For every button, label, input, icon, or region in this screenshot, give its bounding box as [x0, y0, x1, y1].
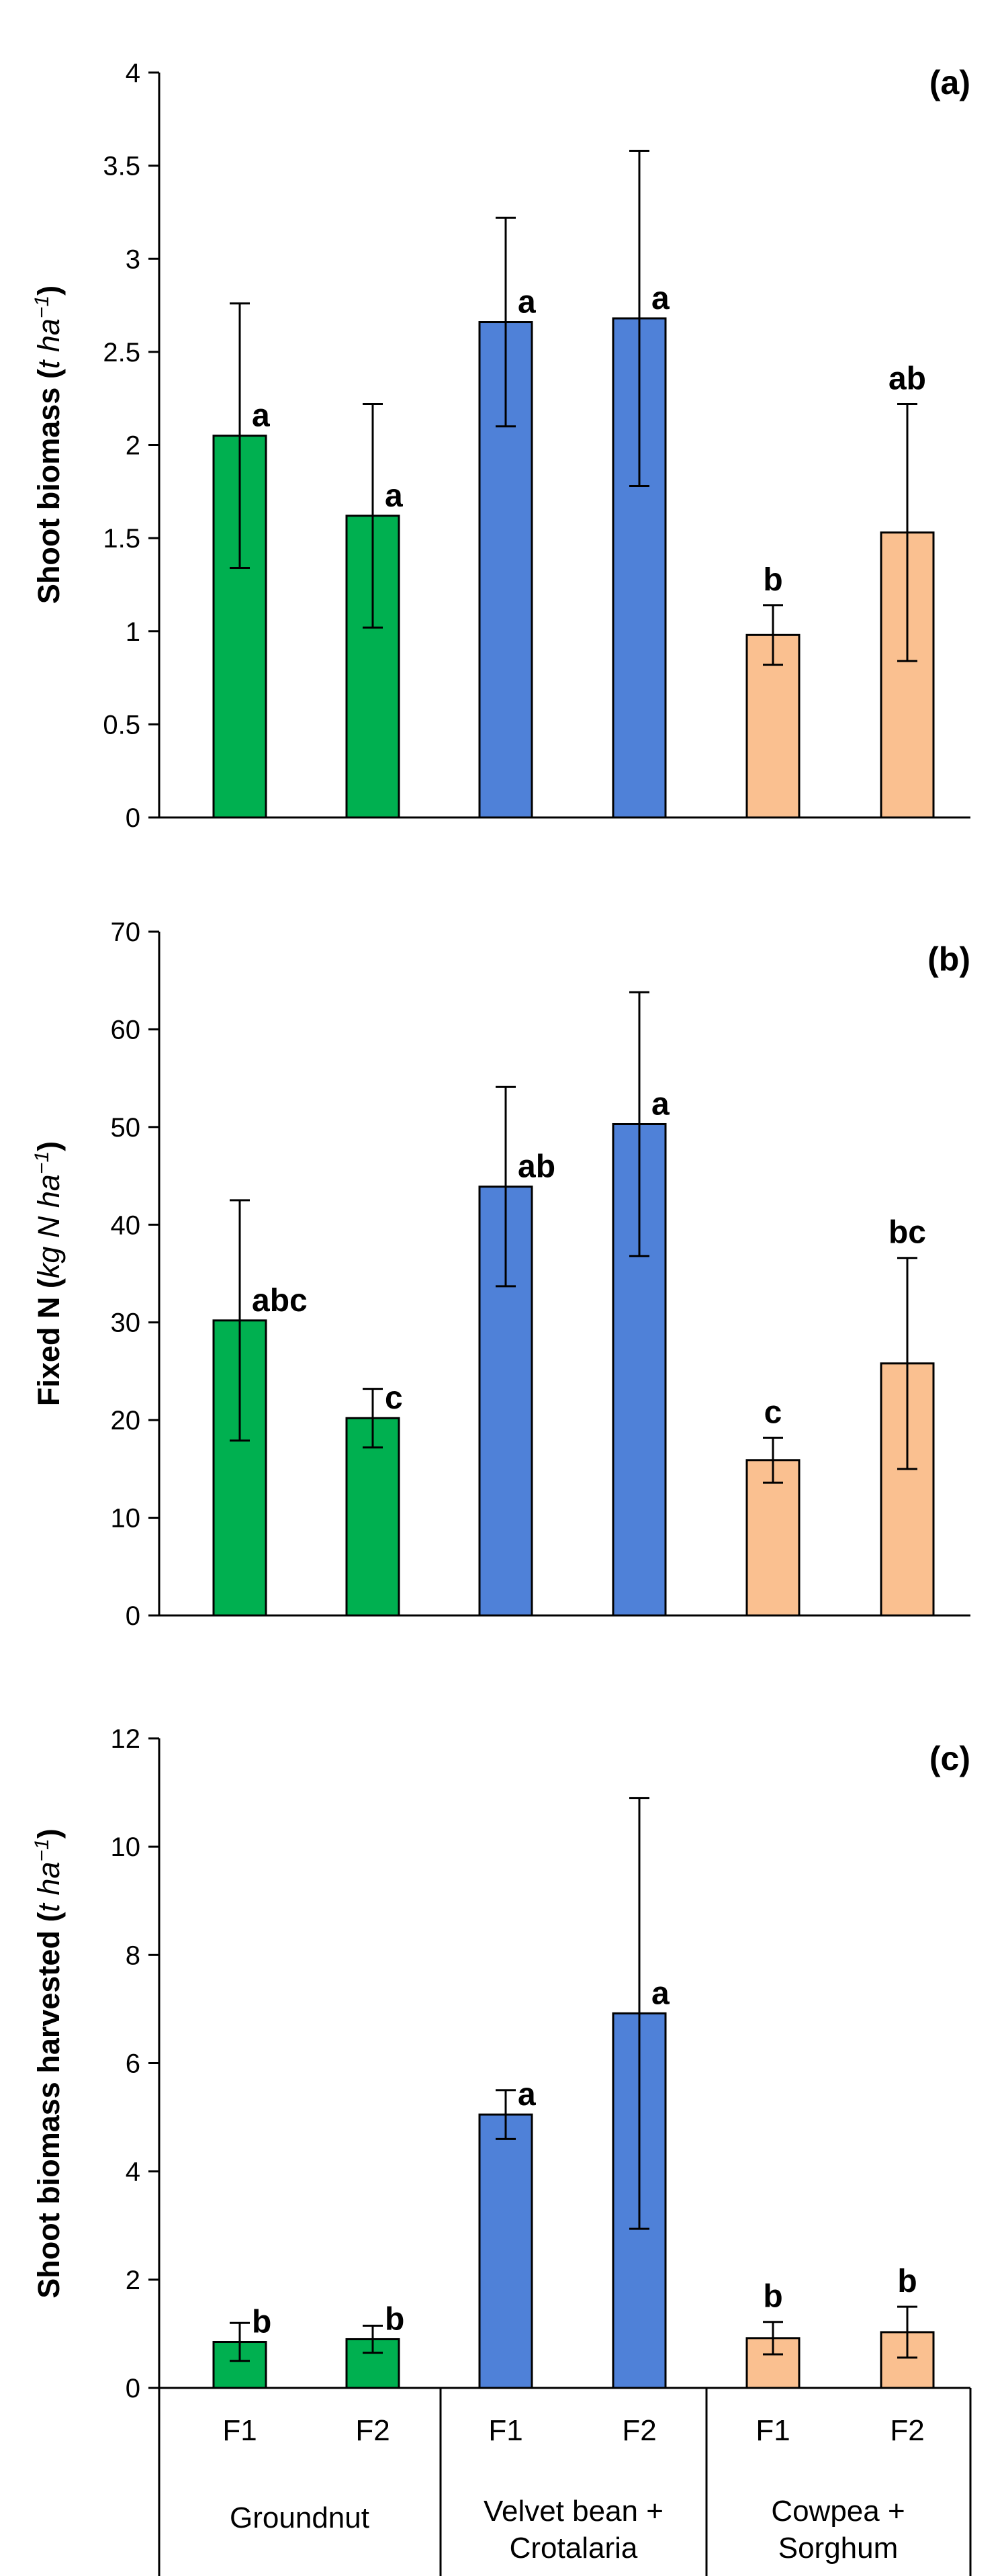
significance-letter: b — [897, 2264, 917, 2299]
bar-4 — [612, 317, 667, 819]
significance-letter: a — [385, 478, 403, 514]
significance-letter: a — [518, 2077, 536, 2113]
y-tick-label: 70 — [111, 918, 141, 947]
y-tick-label: 8 — [126, 1941, 140, 1970]
y-tick-label: 2.5 — [103, 338, 140, 367]
y-tick-label: 1 — [126, 617, 140, 647]
y-tick-label: 4 — [126, 58, 140, 88]
y-tick-label: 3.5 — [103, 152, 140, 181]
significance-letter: a — [651, 1975, 670, 2011]
group-label: Cowpea + — [771, 2495, 905, 2528]
y-tick-label: 10 — [111, 1832, 141, 1862]
y-axis-title: Shoot biomass (t ha−1) — [31, 285, 66, 604]
x-tick-label: F2 — [355, 2414, 390, 2447]
x-tick-label: F1 — [756, 2414, 790, 2447]
category-axis: F1 F2 F1 F2 F1 F2 Groundnut Velvet bean + Crotal… — [158, 2388, 972, 2576]
group-label: Crotalaria — [510, 2532, 638, 2565]
y-tick-label: 0.5 — [103, 710, 140, 740]
significance-letter: ab — [518, 1149, 555, 1185]
y-tick-label: 10 — [111, 1504, 141, 1534]
y-axis-title: Fixed N (kg N ha−1) — [31, 1141, 66, 1406]
y-tick-label: 30 — [111, 1308, 141, 1338]
bar-2 — [345, 1417, 400, 1617]
x-tick-label: F2 — [622, 2414, 656, 2447]
y-tick-label: 3 — [126, 245, 140, 274]
significance-letter: b — [385, 2301, 404, 2337]
y-tick-label: 1.5 — [103, 524, 140, 553]
significance-letter: a — [518, 285, 536, 320]
significance-letter: c — [764, 1394, 782, 1430]
significance-letter: bc — [888, 1215, 926, 1251]
y-tick-label: 0 — [126, 803, 140, 833]
y-tick-label: 50 — [111, 1113, 141, 1143]
significance-letter: abc — [252, 1283, 308, 1319]
x-tick-label: F1 — [488, 2414, 522, 2447]
y-tick-label: 60 — [111, 1015, 141, 1045]
y-tick-label: 6 — [126, 2049, 140, 2079]
significance-letter: ab — [888, 361, 926, 397]
significance-letter: a — [651, 1086, 670, 1122]
significance-letter: a — [651, 281, 670, 316]
panel-label: (a) — [929, 64, 970, 101]
significance-letter: b — [763, 2279, 782, 2315]
significance-letter: c — [385, 1380, 403, 1416]
significance-letter: b — [252, 2305, 271, 2340]
y-tick-label: 0 — [126, 2374, 140, 2403]
panel-label: (b) — [927, 940, 970, 978]
significance-letter: b — [763, 562, 782, 598]
chart-panel-c: 0 2 4 6 8 10 12 Shoot biomass harvested (t ha−1… — [31, 1724, 970, 2403]
x-tick-label: F1 — [222, 2414, 257, 2447]
panel-label: (c) — [929, 1740, 970, 1777]
y-tick-label: 0 — [126, 1601, 140, 1631]
group-label: Groundnut — [230, 2501, 369, 2534]
bar-5 — [745, 633, 801, 819]
y-tick-label: 40 — [111, 1210, 141, 1240]
y-tick-label: 2 — [126, 431, 140, 461]
y-tick-label: 2 — [126, 2266, 140, 2295]
x-tick-label: F2 — [890, 2414, 924, 2447]
significance-letter: a — [252, 398, 270, 434]
bar-3 — [478, 2113, 533, 2389]
chart-panel-a: 0 0.5 1 1.5 2 2.5 3 3.5 4 Shoot biomass (t ha−1) (… — [31, 58, 970, 833]
group-label: Sorghum — [778, 2532, 899, 2565]
y-tick-label: 4 — [126, 2158, 140, 2187]
y-axis-title: Shoot biomass harvested (t ha−1) — [31, 1828, 66, 2298]
y-tick-label: 20 — [111, 1406, 141, 1435]
group-label: Velvet bean + — [484, 2495, 664, 2528]
y-tick-label: 12 — [111, 1724, 141, 1754]
